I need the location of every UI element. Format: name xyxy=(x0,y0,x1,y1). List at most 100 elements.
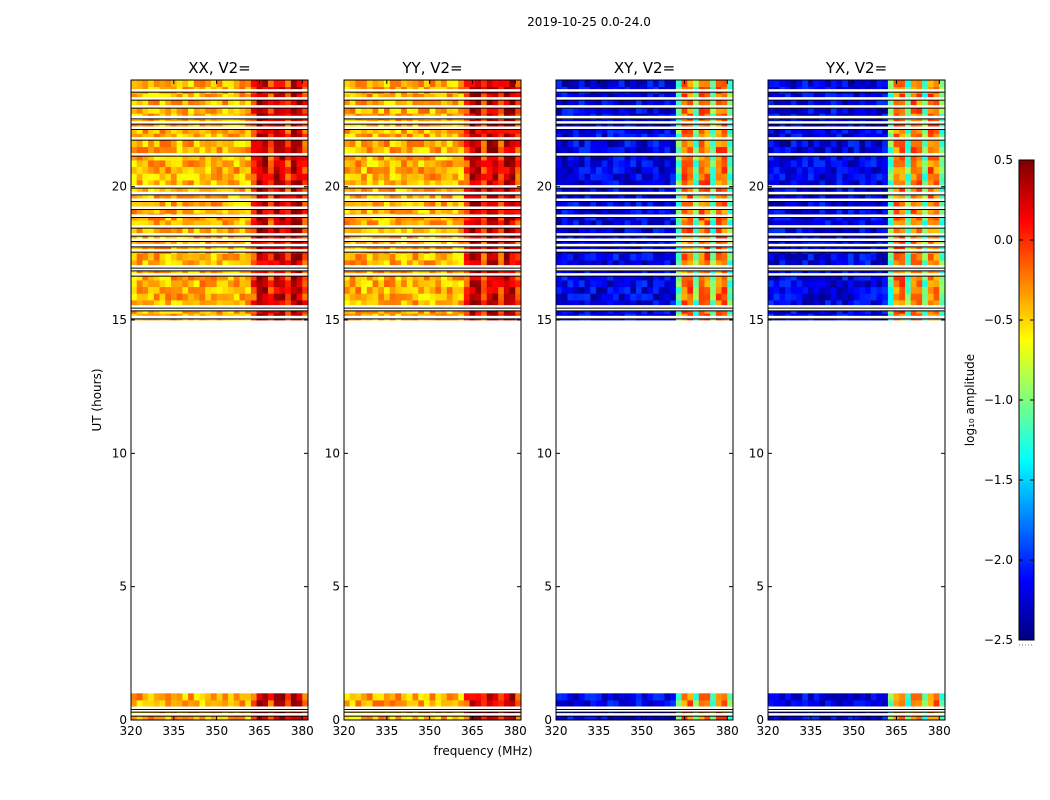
heatmap-cell xyxy=(378,280,385,288)
heatmap-cell xyxy=(142,300,149,308)
heatmap-cell xyxy=(378,233,385,241)
heatmap-cell xyxy=(635,193,643,201)
heatmap-cell xyxy=(635,220,643,228)
heatmap-cell xyxy=(429,280,436,288)
heatmap-cell xyxy=(486,206,493,214)
heatmap-cell xyxy=(825,693,832,701)
heatmap-cell xyxy=(153,146,160,154)
heatmap-cell xyxy=(256,186,263,194)
heatmap-cell xyxy=(635,153,643,161)
heatmap-cell xyxy=(578,93,585,101)
heatmap-cell xyxy=(573,693,580,701)
heatmap-cell xyxy=(296,206,303,214)
heatmap-cell xyxy=(590,693,597,701)
heatmap-cell xyxy=(481,160,488,168)
heatmap-cell xyxy=(624,713,631,721)
heatmap-cell xyxy=(893,260,900,268)
heatmap-cell xyxy=(910,186,917,194)
heatmap-cell xyxy=(768,166,775,174)
heatmap-cell xyxy=(406,693,413,701)
heatmap-cell xyxy=(182,700,189,708)
heatmap-cell xyxy=(165,300,172,308)
heatmap-cell xyxy=(710,693,717,701)
heatmap-cell xyxy=(618,160,625,168)
heatmap-cell xyxy=(727,180,734,188)
heatmap-cell xyxy=(285,233,292,241)
heatmap-cell xyxy=(452,240,459,248)
heatmap-cell xyxy=(933,186,940,194)
heatmap-cell xyxy=(131,173,138,181)
heatmap-cell xyxy=(727,713,734,721)
heatmap-cell xyxy=(710,106,717,114)
heatmap-cell xyxy=(492,233,499,241)
heatmap-cell xyxy=(847,200,855,208)
heatmap-cell xyxy=(372,173,379,181)
heatmap-cell xyxy=(355,93,362,101)
heatmap-cell xyxy=(366,293,373,301)
heatmap-cell xyxy=(239,180,246,188)
heatmap-cell xyxy=(825,206,832,214)
heatmap-cell xyxy=(401,260,408,268)
x-tick-label: 350 xyxy=(630,724,653,738)
heatmap-cell xyxy=(372,153,379,161)
heatmap-cell xyxy=(290,173,297,181)
heatmap-cell xyxy=(210,166,218,174)
heatmap-cell xyxy=(233,193,240,201)
heatmap-cell xyxy=(285,186,292,194)
heatmap-cell xyxy=(296,233,303,241)
heatmap-cell xyxy=(233,240,240,248)
heatmap-cell xyxy=(458,273,465,281)
heatmap-cell xyxy=(395,240,402,248)
heatmap-cell xyxy=(378,700,385,708)
heatmap-cell xyxy=(584,240,591,248)
heatmap-cell xyxy=(199,93,206,101)
heatmap-cell xyxy=(670,240,677,248)
heatmap-cell xyxy=(853,226,860,234)
heatmap-cell xyxy=(624,180,631,188)
y-tick-label: 0 xyxy=(119,713,127,727)
heatmap-cell xyxy=(601,173,608,181)
heatmap-cell xyxy=(687,200,694,208)
heatmap-cell xyxy=(704,153,711,161)
heatmap-cell xyxy=(210,260,218,268)
heatmap-cell xyxy=(366,286,373,294)
heatmap-cell xyxy=(355,286,362,294)
heatmap-cell xyxy=(773,240,780,248)
heatmap-cell xyxy=(429,100,436,108)
heatmap-cell xyxy=(641,260,648,268)
heatmap-cell xyxy=(446,193,453,201)
heatmap-cell xyxy=(222,146,229,154)
heatmap-cell xyxy=(222,220,229,228)
heatmap-cell xyxy=(939,140,946,148)
heatmap-cell xyxy=(595,180,603,188)
heatmap-cell xyxy=(847,173,855,181)
heatmap-cell xyxy=(188,300,195,308)
heatmap-cell xyxy=(573,193,580,201)
panel-title: YY, V2= xyxy=(401,59,462,77)
heatmap-cell xyxy=(584,300,591,308)
heatmap-cell xyxy=(492,140,499,148)
heatmap-cell xyxy=(670,146,677,154)
heatmap-cell xyxy=(710,160,717,168)
heatmap-cell xyxy=(790,700,797,708)
heatmap-cell xyxy=(893,240,900,248)
gap-stripe xyxy=(556,97,733,101)
heatmap-cell xyxy=(796,146,803,154)
heatmap-cell xyxy=(933,220,940,228)
heatmap-cell xyxy=(446,233,453,241)
heatmap-cell xyxy=(664,226,671,234)
heatmap-cell xyxy=(721,173,728,181)
heatmap-cell xyxy=(262,693,269,701)
heatmap-cell xyxy=(355,693,362,701)
heatmap-cell xyxy=(273,700,280,708)
heatmap-cell xyxy=(222,713,229,721)
heatmap-cell xyxy=(790,253,797,261)
heatmap-cell xyxy=(785,180,792,188)
heatmap-cell xyxy=(698,193,705,201)
heatmap-cell xyxy=(641,206,648,214)
heatmap-cell xyxy=(561,300,568,308)
heatmap-cell xyxy=(222,280,229,288)
heatmap-cell xyxy=(429,173,436,181)
heatmap-cell xyxy=(813,260,820,268)
heatmap-cell xyxy=(256,693,263,701)
